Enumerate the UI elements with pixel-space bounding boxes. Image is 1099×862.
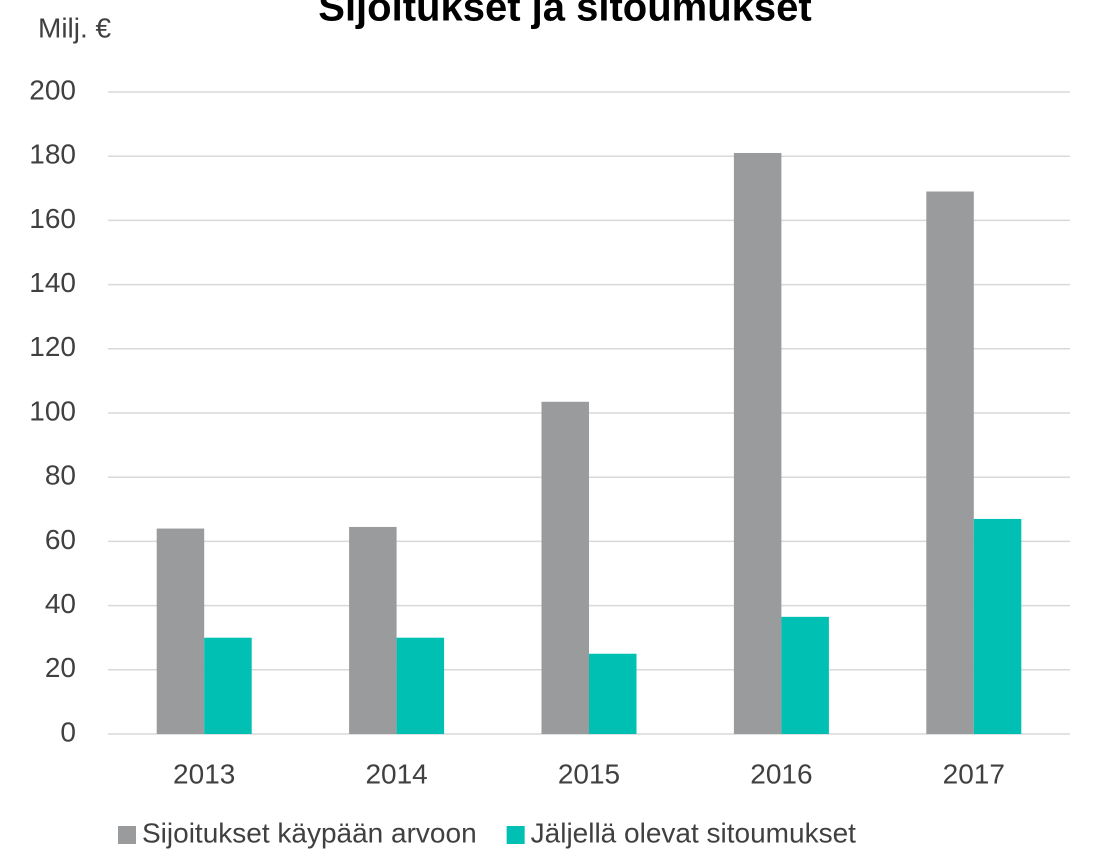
y-axis-label: Milj. € — [38, 12, 112, 43]
x-tick-label: 2015 — [558, 758, 620, 789]
bar — [733, 152, 782, 735]
y-tick-label: 180 — [29, 139, 76, 170]
y-tick-label: 160 — [29, 203, 76, 234]
legend-label: Sijoitukset käypään arvoon — [142, 817, 477, 848]
y-tick-label: 40 — [45, 588, 76, 619]
y-tick-label: 140 — [29, 267, 76, 298]
legend-swatch — [506, 826, 525, 844]
y-tick-label: 120 — [29, 331, 76, 362]
x-tick-label: 2013 — [173, 758, 235, 789]
bar — [204, 637, 252, 734]
legend-swatch — [118, 826, 136, 844]
bar — [156, 528, 205, 734]
bar — [926, 191, 974, 734]
bar — [396, 637, 445, 734]
bar — [781, 616, 829, 734]
y-tick-label: 80 — [45, 460, 76, 491]
bar — [589, 653, 637, 734]
bar — [973, 518, 1022, 734]
y-tick-label: 20 — [45, 652, 76, 683]
y-tick-label: 200 — [29, 74, 76, 105]
bar — [349, 526, 397, 734]
x-tick-label: 2014 — [365, 758, 427, 789]
legend-label: Jäljellä olevat sitoumukset — [531, 817, 856, 848]
y-tick-label: 0 — [60, 716, 76, 747]
x-tick-label: 2016 — [750, 758, 812, 789]
chart-title: Sijoitukset ja sitoumukset — [318, 0, 811, 30]
y-tick-label: 100 — [29, 395, 76, 426]
x-tick-label: 2017 — [943, 758, 1005, 789]
bar — [541, 401, 589, 734]
y-tick-label: 60 — [45, 524, 76, 555]
